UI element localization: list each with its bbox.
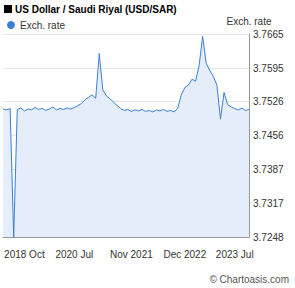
svg-text:© Chartoasis.com: © Chartoasis.com (209, 274, 289, 285)
svg-text:Exch. rate: Exch. rate (226, 16, 271, 27)
svg-text:3.7526: 3.7526 (253, 96, 284, 107)
svg-text:Nov 2021: Nov 2021 (110, 249, 153, 260)
svg-text:3.7665: 3.7665 (253, 29, 284, 40)
svg-text:3.7387: 3.7387 (253, 164, 284, 175)
svg-text:3.7456: 3.7456 (253, 130, 284, 141)
svg-text:Dec 2022: Dec 2022 (163, 249, 206, 260)
svg-text:3.7248: 3.7248 (253, 232, 284, 243)
svg-text:2023 Jul: 2023 Jul (216, 249, 254, 260)
svg-text:3.7317: 3.7317 (253, 198, 284, 209)
svg-text:US Dollar / Saudi Riyal (USD/S: US Dollar / Saudi Riyal (USD/SAR) (15, 4, 177, 15)
svg-text:2020 Jul: 2020 Jul (55, 249, 93, 260)
svg-text:Exch. rate: Exch. rate (20, 20, 65, 31)
svg-text:2018 Oct: 2018 Oct (4, 249, 45, 260)
svg-text:3.7595: 3.7595 (253, 63, 284, 74)
